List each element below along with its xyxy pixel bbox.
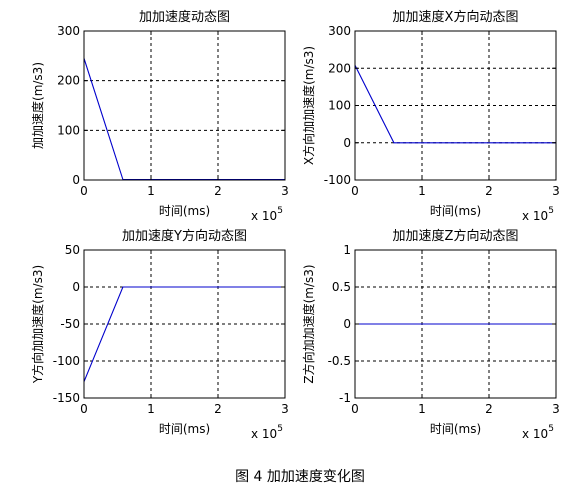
x-tick-label: 3 <box>552 402 560 416</box>
x-tick-label: 0 <box>351 184 359 198</box>
y-axis-label: 加加速度(m/s3) <box>30 62 45 149</box>
x-tick-label: 1 <box>418 402 426 416</box>
y-tick-label: -100 <box>324 173 351 187</box>
x-tick-label: 2 <box>485 402 493 416</box>
y-tick-label: 100 <box>57 123 80 137</box>
x-axis-label: 时间(ms) <box>159 204 210 218</box>
y-tick-label: 0.5 <box>332 280 351 294</box>
chart-title: 加加速度Z方向动态图 <box>393 228 519 244</box>
x-tick-label: 2 <box>485 184 493 198</box>
chart-title: 加加速度Y方向动态图 <box>122 228 247 244</box>
y-tick-label: -100 <box>53 354 80 368</box>
x-tick-label: 3 <box>552 184 560 198</box>
y-axis-label: X方向加加速度(m/s3) <box>301 46 316 165</box>
figure-caption: 图 4 加加速度变化图 <box>235 469 365 485</box>
y-tick-label: 100 <box>328 99 351 113</box>
y-tick-label: 200 <box>328 61 351 75</box>
x-axis-exponent: x 105 <box>522 424 554 441</box>
y-tick-label: 200 <box>57 74 80 88</box>
chart-title: 加加速度X方向动态图 <box>393 9 519 25</box>
x-axis-exponent: x 105 <box>522 206 554 223</box>
y-tick-label: -50 <box>60 317 80 331</box>
y-tick-label: 0 <box>343 317 351 331</box>
x-axis-label: 时间(ms) <box>159 422 210 436</box>
series-line <box>354 65 556 144</box>
y-tick-label: 0 <box>72 173 80 187</box>
y-tick-label: 1 <box>343 243 351 257</box>
x-tick-label: 1 <box>147 402 155 416</box>
chart-title: 加加速度动态图 <box>139 9 230 25</box>
y-tick-label: 0 <box>343 136 351 150</box>
x-tick-label: 2 <box>214 402 222 416</box>
y-tick-label: 300 <box>328 24 351 38</box>
y-tick-label: -150 <box>53 391 80 405</box>
y-tick-label: -0.5 <box>328 354 351 368</box>
y-tick-label: 50 <box>65 243 80 257</box>
x-tick-label: 3 <box>281 402 289 416</box>
plot-frame <box>83 30 286 181</box>
plot-area <box>83 30 286 181</box>
x-axis-label: 时间(ms) <box>430 204 481 218</box>
x-tick-label: 1 <box>418 184 426 198</box>
x-tick-label: 2 <box>214 184 222 198</box>
x-axis-label: 时间(ms) <box>430 422 481 436</box>
x-tick-label: 3 <box>281 184 289 198</box>
x-tick-label: 1 <box>147 184 155 198</box>
y-tick-label: -1 <box>339 391 351 405</box>
x-axis-exponent: x 105 <box>251 424 283 441</box>
series-line <box>83 286 285 382</box>
x-tick-label: 0 <box>351 402 359 416</box>
y-axis-label: Z方向加加速度(m/s3) <box>301 264 316 383</box>
x-tick-label: 0 <box>80 402 88 416</box>
y-tick-label: 0 <box>72 280 80 294</box>
x-tick-label: 0 <box>80 184 88 198</box>
x-axis-exponent: x 105 <box>251 206 283 223</box>
y-axis-label: Y方向加加速度(m/s3) <box>30 265 45 384</box>
y-tick-label: 300 <box>57 24 80 38</box>
plot-area <box>83 249 286 399</box>
